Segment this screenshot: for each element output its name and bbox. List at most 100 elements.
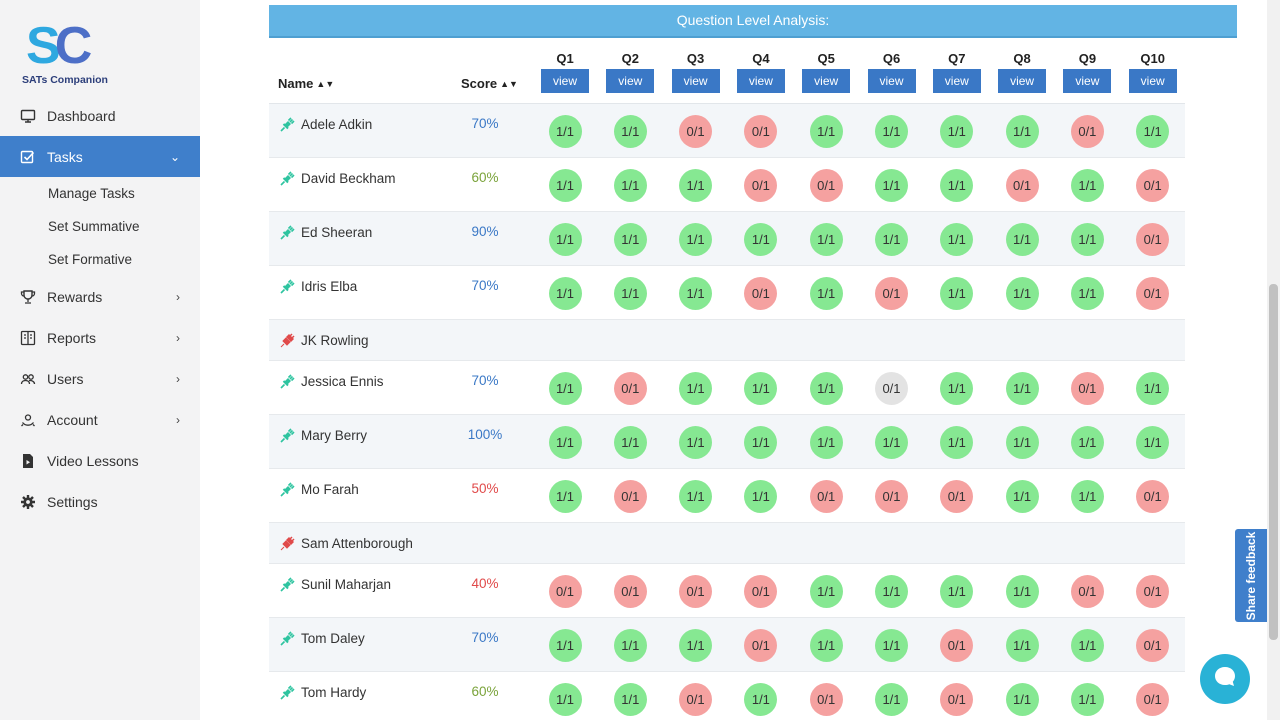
sidebar-item-tasks[interactable]: Tasks ⌄: [0, 136, 200, 177]
question-label: Q3: [686, 51, 705, 66]
question-result-badge: 0/1: [940, 480, 974, 513]
sidebar-item-label: Settings: [47, 493, 98, 510]
question-result-badge: 0/1: [744, 115, 778, 148]
question-result-badge: 1/1: [940, 372, 974, 405]
question-result-badge: 1/1: [940, 426, 974, 459]
question-label: Q10: [1140, 51, 1165, 66]
view-question-8-button[interactable]: view: [998, 69, 1047, 93]
logo-mark: SC: [26, 17, 92, 75]
student-score: 90%: [471, 224, 499, 239]
question-column-2: Q2 view: [606, 51, 655, 93]
plug-connected-icon: [279, 170, 296, 187]
sidebar-item-reports[interactable]: Reports ›: [0, 317, 200, 358]
question-result-badge: 0/1: [1136, 480, 1170, 513]
student-score: 50%: [471, 481, 499, 496]
sidebar-item-users[interactable]: Users ›: [0, 358, 200, 399]
plug-disconnected-icon: [279, 535, 296, 552]
question-result-badge: 0/1: [1136, 169, 1170, 202]
chevron-down-icon: ⌄: [169, 150, 180, 164]
view-question-10-button[interactable]: view: [1128, 69, 1177, 93]
chevron-right-icon: ›: [176, 372, 180, 386]
sidebar-item-video-lessons[interactable]: Video Lessons: [0, 440, 200, 481]
view-question-6-button[interactable]: view: [867, 69, 916, 93]
name-column-header[interactable]: Name ▲▼: [278, 76, 334, 91]
table-row: Ed Sheeran 90% 1/1 1/1 1/1 1/1 1/1 1/1 1/1 1/1 1/1…: [269, 212, 1185, 266]
sidebar-item-settings[interactable]: Settings: [0, 481, 200, 522]
question-label: Q4: [752, 51, 770, 66]
plug-connected-icon: [279, 576, 296, 593]
question-result-badge: 1/1: [548, 426, 582, 459]
question-result-badge: 0/1: [744, 629, 778, 662]
question-result-badge: 1/1: [875, 223, 908, 256]
question-column-7: Q7 view: [932, 51, 981, 93]
score-header-label: Score: [461, 76, 498, 91]
sidebar-item-account[interactable]: Account ›: [0, 399, 200, 440]
score-column-header[interactable]: Score ▲▼: [461, 76, 518, 91]
sidebar-item-rewards[interactable]: Rewards ›: [0, 276, 200, 317]
view-question-4-button[interactable]: view: [736, 69, 785, 93]
question-result-badge: 1/1: [809, 575, 843, 608]
question-result-badge: 0/1: [940, 629, 974, 662]
app-logo[interactable]: SC SATs Companion: [22, 18, 132, 90]
question-result-badge: 1/1: [809, 277, 843, 310]
question-result-badge: 0/1: [613, 372, 647, 405]
question-column-8: Q8 view: [998, 51, 1047, 93]
question-result-badge: 1/1: [1070, 277, 1104, 310]
table-row: Idris Elba 70% 1/1 1/1 1/1 0/1 1/1 0/1 1/1 1/1 1/1…: [269, 266, 1185, 320]
sidebar-subitem-manage-tasks[interactable]: Manage Tasks: [48, 186, 135, 201]
question-label: Q7: [948, 51, 966, 66]
question-result-badge: 1/1: [613, 683, 647, 716]
student-name: Sunil Maharjan: [301, 577, 392, 592]
student-score: 60%: [471, 170, 499, 185]
question-result-badge: 1/1: [548, 277, 582, 310]
view-question-2-button[interactable]: view: [606, 69, 655, 93]
view-question-9-button[interactable]: view: [1063, 69, 1112, 93]
gear-icon: [20, 494, 36, 510]
view-question-7-button[interactable]: view: [932, 69, 981, 93]
plug-connected-icon: [279, 373, 296, 390]
question-result-badge: 0/1: [1070, 372, 1104, 405]
student-name: Idris Elba: [301, 279, 358, 294]
table-row: Mary Berry 100% 1/1 1/1 1/1 1/1 1/1 1/1 1/1 1/1 1/…: [269, 415, 1185, 469]
view-question-5-button[interactable]: view: [802, 69, 851, 93]
plug-connected-icon: [279, 278, 296, 295]
view-question-1-button[interactable]: view: [541, 69, 589, 93]
question-result-badge: 0/1: [744, 575, 778, 608]
question-result-badge: 1/1: [1136, 426, 1170, 459]
trophy-icon: [20, 289, 36, 305]
question-result-badge: 1/1: [875, 115, 908, 148]
student-name-cell: Ed Sheeran: [279, 224, 372, 241]
question-result-badge: 1/1: [548, 683, 582, 716]
question-result-badge: 0/1: [1070, 575, 1104, 608]
question-result-badge: 1/1: [744, 426, 778, 459]
student-name-cell: Tom Daley: [279, 630, 365, 647]
plug-connected-icon: [279, 481, 296, 498]
scroll-thumb[interactable]: [1269, 284, 1278, 640]
table-row: Tom Daley 70% 1/1 1/1 1/1 0/1 1/1 1/1 0/1 1/1 1/1 0…: [269, 618, 1185, 672]
question-result-badge: 1/1: [679, 480, 713, 513]
question-column-9: Q9 view: [1063, 51, 1112, 93]
chat-button[interactable]: [1200, 654, 1250, 704]
question-result-badge: 1/1: [613, 426, 647, 459]
sidebar-item-label: Dashboard: [47, 107, 116, 124]
share-feedback-button[interactable]: Share feedback: [1235, 529, 1267, 622]
question-result-badge: 0/1: [679, 683, 713, 716]
student-name-cell: Mary Berry: [279, 427, 367, 444]
question-result-badge: 0/1: [613, 480, 647, 513]
scrollbar[interactable]: [1267, 0, 1280, 720]
question-result-badge: 1/1: [875, 683, 908, 716]
question-result-badge: 1/1: [809, 629, 843, 662]
question-result-badge: 1/1: [1005, 629, 1039, 662]
sidebar-item-dashboard[interactable]: Dashboard: [0, 95, 200, 136]
question-result-badge: 1/1: [809, 115, 843, 148]
view-question-3-button[interactable]: view: [671, 69, 720, 93]
sidebar-item-label: Rewards: [47, 288, 103, 305]
sidebar-item-label: Users: [47, 370, 84, 387]
sidebar-subitem-set-formative[interactable]: Set Formative: [48, 252, 133, 267]
question-result-badge: 1/1: [548, 223, 582, 256]
question-label: Q5: [817, 51, 835, 66]
question-result-badge: 1/1: [679, 277, 713, 310]
question-result-badge: 1/1: [744, 223, 778, 256]
sidebar-subitem-set-summative[interactable]: Set Summative: [48, 219, 140, 234]
question-result-badge: 0/1: [613, 575, 647, 608]
